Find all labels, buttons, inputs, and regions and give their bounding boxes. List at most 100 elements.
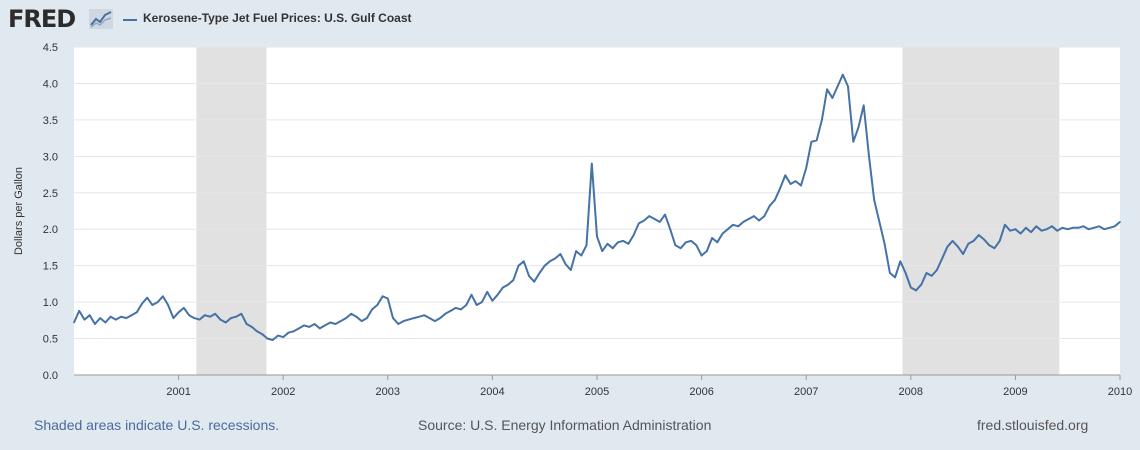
data-point — [183, 307, 185, 309]
data-point — [109, 315, 112, 318]
data-point — [789, 183, 792, 185]
data-point — [826, 88, 828, 91]
data-point — [716, 241, 719, 244]
data-point — [972, 240, 975, 242]
x-tick-label: 2005 — [585, 386, 609, 398]
data-point — [800, 184, 802, 187]
data-point — [993, 247, 996, 249]
data-point — [251, 326, 253, 328]
data-point — [580, 254, 583, 257]
data-point — [653, 218, 656, 220]
data-point — [528, 275, 530, 277]
data-point — [737, 225, 740, 228]
data-point — [413, 317, 415, 319]
data-point — [862, 104, 865, 107]
fred-logo[interactable]: FRED — [8, 5, 76, 33]
data-point — [774, 199, 776, 201]
data-point — [214, 312, 217, 315]
data-point — [596, 235, 598, 238]
data-point — [779, 187, 781, 190]
data-point — [392, 317, 394, 319]
data-point — [1004, 224, 1006, 226]
data-point — [685, 241, 687, 244]
y-tick-label: 2.5 — [43, 188, 58, 200]
data-point — [679, 247, 682, 249]
x-tick-label: 2008 — [899, 386, 923, 398]
data-point — [339, 320, 342, 322]
recession-band-1 — [902, 47, 1060, 375]
data-point — [564, 263, 567, 266]
data-point — [904, 272, 907, 274]
data-point — [742, 221, 745, 223]
data-point — [1072, 226, 1074, 229]
data-point — [460, 308, 462, 311]
data-point — [821, 119, 823, 121]
data-point — [533, 280, 536, 283]
data-point — [784, 174, 787, 177]
data-point — [842, 73, 844, 76]
data-point — [1030, 231, 1032, 233]
data-point — [758, 219, 760, 222]
data-point — [753, 215, 755, 217]
data-point — [162, 295, 164, 298]
data-point — [402, 320, 405, 322]
data-point — [910, 286, 912, 289]
data-point — [638, 222, 640, 225]
data-point — [1093, 226, 1095, 229]
data-point — [256, 330, 258, 333]
data-point — [371, 308, 373, 311]
data-point — [868, 155, 870, 158]
data-point — [957, 245, 959, 248]
data-point — [847, 85, 849, 88]
data-point — [522, 260, 525, 263]
data-point — [151, 304, 154, 306]
data-point — [465, 304, 468, 306]
data-point — [449, 310, 452, 312]
data-point — [99, 317, 101, 319]
data-point — [554, 257, 556, 260]
data-point — [632, 234, 635, 236]
data-point — [543, 264, 546, 267]
data-point — [1025, 226, 1027, 229]
data-point — [664, 213, 666, 216]
data-point — [674, 244, 677, 247]
data-point — [951, 240, 954, 242]
data-point — [706, 250, 708, 252]
data-point — [967, 243, 970, 245]
data-point — [115, 318, 117, 321]
y-tick-label: 1.5 — [43, 261, 58, 273]
y-tick-label: 0.0 — [43, 370, 58, 382]
data-point — [240, 312, 243, 315]
chart-header: FRED Kerosene-Type Jet Fuel Prices: U.S.… — [0, 0, 1140, 40]
data-point — [334, 323, 337, 325]
data-point — [1056, 229, 1059, 232]
data-point — [177, 311, 180, 314]
data-point — [831, 97, 834, 99]
data-point — [721, 232, 724, 235]
x-tick-label: 2003 — [376, 386, 400, 398]
legend-series-name[interactable]: Kerosene-Type Jet Fuel Prices: U.S. Gulf… — [143, 11, 412, 25]
data-point — [611, 247, 614, 249]
data-point — [1014, 228, 1017, 231]
data-point — [998, 240, 1001, 242]
data-point — [512, 279, 515, 282]
y-tick-label: 4.0 — [43, 78, 58, 90]
source-note: Source: U.S. Energy Information Administ… — [418, 417, 712, 433]
data-point — [83, 318, 86, 321]
data-point — [428, 317, 431, 319]
data-point — [648, 215, 651, 217]
data-point — [570, 269, 572, 271]
y-tick-label: 0.5 — [43, 334, 58, 346]
recession-note-link[interactable]: Shaded areas indicate U.S. recessions. — [34, 417, 280, 433]
data-point — [700, 254, 703, 257]
data-point — [381, 295, 384, 298]
data-point — [324, 324, 326, 327]
recession-shading — [196, 47, 1060, 375]
data-point — [852, 140, 855, 143]
fred-url[interactable]: fred.stlouisfed.org — [977, 417, 1089, 433]
data-point — [104, 321, 107, 324]
data-point — [125, 317, 128, 319]
y-axis-ticks: 0.0 0.5 1.0 1.5 2.0 2.5 3.0 3.5 4.0 4.5 — [43, 42, 58, 382]
data-point — [167, 304, 169, 306]
data-point — [423, 314, 426, 317]
